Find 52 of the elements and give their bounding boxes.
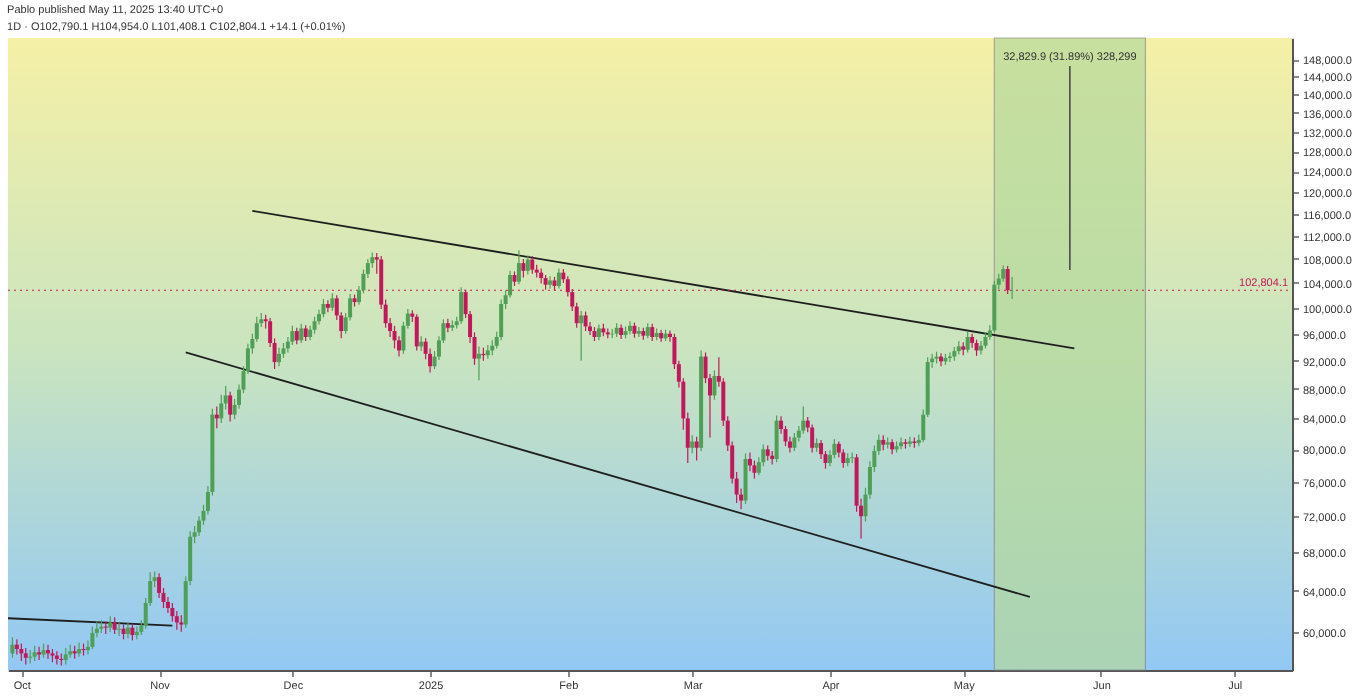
candlestick (636, 326, 641, 338)
candlestick (832, 438, 837, 459)
candlestick (459, 286, 464, 325)
candlestick (170, 602, 175, 622)
candlestick (556, 267, 561, 290)
candlestick (899, 436, 904, 450)
candlestick (165, 596, 170, 614)
candlestick (743, 452, 748, 505)
candlestick (325, 299, 330, 313)
candlestick (965, 330, 970, 354)
candlestick (694, 436, 699, 462)
candlestick (14, 638, 19, 656)
candlestick (774, 414, 779, 463)
candlestick (219, 394, 224, 424)
candlestick (659, 329, 664, 343)
candlestick (228, 391, 233, 423)
candlestick (548, 275, 553, 290)
candlestick (299, 323, 304, 344)
candlestick (516, 249, 521, 285)
candlestick (712, 369, 717, 401)
candlestick (125, 621, 130, 639)
candlestick (579, 310, 584, 362)
candlestick (970, 333, 975, 349)
candlestick (539, 267, 544, 285)
candlestick (77, 641, 82, 658)
candlestick (992, 280, 997, 333)
candlestick (10, 636, 15, 659)
candlestick (476, 345, 481, 381)
candlestick (117, 621, 122, 637)
candlestick (290, 325, 295, 346)
candlestick (752, 459, 757, 480)
candlestick (90, 626, 95, 650)
candlestick (690, 434, 695, 454)
candlestick (841, 448, 846, 469)
candlestick (525, 254, 530, 276)
candlestick (45, 644, 50, 660)
candlestick (907, 436, 912, 448)
candlestick (174, 610, 179, 631)
candlestick (392, 325, 397, 349)
candlestick (583, 311, 588, 332)
candlestick (54, 650, 59, 666)
candlestick (747, 451, 752, 472)
candlestick (792, 432, 797, 452)
candlestick (628, 320, 633, 335)
candlestick (414, 313, 419, 352)
candlestick (761, 444, 766, 467)
candlestick (810, 423, 815, 454)
candlestick (321, 298, 326, 318)
candlestick (521, 258, 526, 279)
candlestick (801, 405, 806, 435)
candlestick (277, 347, 282, 367)
candlestick (1005, 265, 1010, 295)
